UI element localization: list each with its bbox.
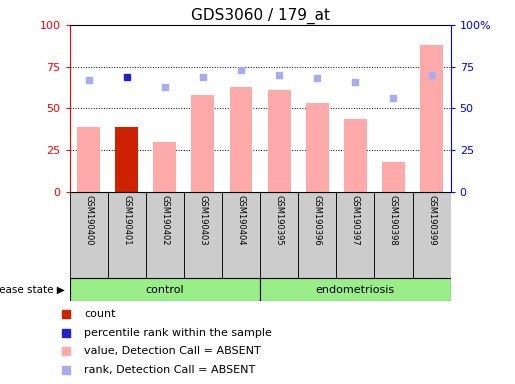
Bar [374,192,413,278]
Bar [192,95,214,192]
Bar [70,192,108,278]
Bar [184,192,222,278]
Bar [108,192,146,278]
Bar [336,192,374,278]
Text: GSM190397: GSM190397 [351,195,360,245]
Bar [222,192,260,278]
Bar [115,127,138,192]
Text: GSM190398: GSM190398 [389,195,398,245]
Bar [70,278,260,301]
Bar [230,87,252,192]
Text: GSM190395: GSM190395 [274,195,284,245]
Bar [420,45,443,192]
Bar [146,192,184,278]
Text: GSM190396: GSM190396 [313,195,322,245]
Bar [153,142,176,192]
Bar [344,119,367,192]
Bar [382,162,405,192]
Text: percentile rank within the sample: percentile rank within the sample [84,328,272,338]
Bar [268,90,290,192]
Text: value, Detection Call = ABSENT: value, Detection Call = ABSENT [84,346,261,356]
Bar [260,192,298,278]
Bar [260,278,451,301]
Text: GSM190399: GSM190399 [427,195,436,245]
Bar [77,127,100,192]
Text: GSM190403: GSM190403 [198,195,208,245]
Text: GSM190401: GSM190401 [122,195,131,245]
Text: GSM190402: GSM190402 [160,195,169,245]
Text: GSM190400: GSM190400 [84,195,93,245]
Text: rank, Detection Call = ABSENT: rank, Detection Call = ABSENT [84,365,256,375]
Bar [413,192,451,278]
Title: GDS3060 / 179_at: GDS3060 / 179_at [191,7,330,23]
Text: count: count [84,310,116,319]
Bar [298,192,336,278]
Bar [306,103,329,192]
Text: endometriosis: endometriosis [316,285,395,295]
Text: GSM190404: GSM190404 [236,195,246,245]
Text: disease state ▶: disease state ▶ [0,285,65,295]
Text: control: control [146,285,184,295]
